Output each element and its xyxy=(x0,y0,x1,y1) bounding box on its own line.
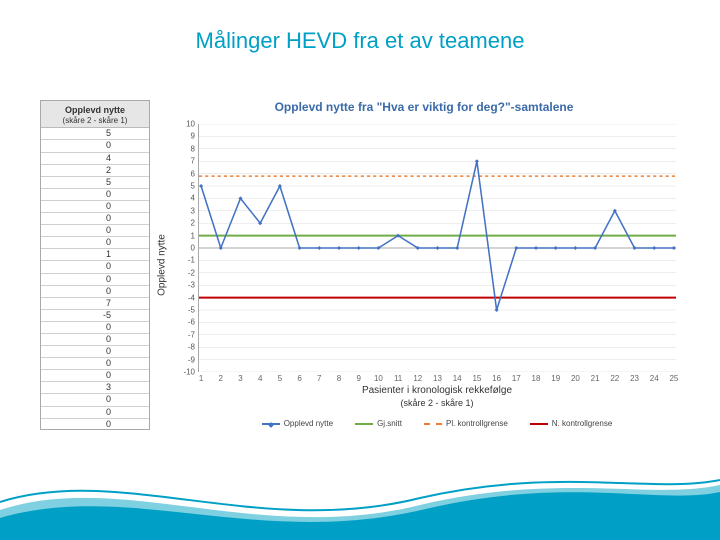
x-tick: 18 xyxy=(532,374,541,383)
table-row: 0 xyxy=(41,189,149,201)
plot-area: -10-9-8-7-6-5-4-3-2-10123456789101234567… xyxy=(198,124,676,372)
y-tick: 5 xyxy=(177,182,195,191)
x-tick: 15 xyxy=(472,374,481,383)
x-tick: 6 xyxy=(297,374,301,383)
content: Opplevd nytte (skåre 2 - skåre 1) 504250… xyxy=(40,100,680,430)
y-tick: 10 xyxy=(177,120,195,129)
table-row: 5 xyxy=(41,128,149,140)
x-tick: 9 xyxy=(356,374,360,383)
x-tick: 17 xyxy=(512,374,521,383)
table-row: 1 xyxy=(41,249,149,261)
plot-svg xyxy=(199,124,676,372)
page-title: Målinger HEVD fra et av teamene xyxy=(0,0,720,64)
table-row: 0 xyxy=(41,407,149,419)
table-row: 0 xyxy=(41,346,149,358)
y-tick: -2 xyxy=(177,268,195,277)
x-tick: 24 xyxy=(650,374,659,383)
y-tick: 0 xyxy=(177,244,195,253)
x-tick: 20 xyxy=(571,374,580,383)
x-axis-sublabel: (skåre 2 - skåre 1) xyxy=(198,398,676,408)
x-tick: 12 xyxy=(413,374,422,383)
table-row: 0 xyxy=(41,225,149,237)
chart: Opplevd nytte fra "Hva er viktig for deg… xyxy=(168,100,680,430)
y-tick: 8 xyxy=(177,144,195,153)
y-tick: 9 xyxy=(177,132,195,141)
x-tick: 7 xyxy=(317,374,321,383)
x-tick: 14 xyxy=(453,374,462,383)
legend-item-line: Opplevd nytte xyxy=(262,419,333,428)
table-row: 0 xyxy=(41,261,149,273)
table-row: 0 xyxy=(41,334,149,346)
table-header-text: Opplevd nytte xyxy=(65,105,125,115)
legend: Opplevd nytte Gj.snitt Pl. kontrollgrens… xyxy=(198,419,676,428)
table-row: 3 xyxy=(41,382,149,394)
table-row: 0 xyxy=(41,358,149,370)
x-tick: 5 xyxy=(278,374,282,383)
table-rows: 504250000010007-5000003000 xyxy=(41,128,149,429)
y-tick: 1 xyxy=(177,231,195,240)
table-row: 7 xyxy=(41,298,149,310)
y-tick: -7 xyxy=(177,330,195,339)
x-tick: 10 xyxy=(374,374,383,383)
y-tick: -9 xyxy=(177,355,195,364)
y-tick: -4 xyxy=(177,293,195,302)
y-tick: 6 xyxy=(177,169,195,178)
x-tick: 13 xyxy=(433,374,442,383)
table-row: 0 xyxy=(41,237,149,249)
x-tick: 3 xyxy=(238,374,242,383)
table-row: 0 xyxy=(41,370,149,382)
x-tick: 8 xyxy=(337,374,341,383)
table-row: 0 xyxy=(41,201,149,213)
table-row: 0 xyxy=(41,213,149,225)
y-tick: 4 xyxy=(177,194,195,203)
y-tick: 7 xyxy=(177,157,195,166)
x-tick: 19 xyxy=(551,374,560,383)
y-tick: -6 xyxy=(177,318,195,327)
y-tick: -1 xyxy=(177,256,195,265)
x-tick: 25 xyxy=(669,374,678,383)
x-axis-label: Pasienter i kronologisk rekkefølge xyxy=(198,385,676,396)
y-tick: 2 xyxy=(177,219,195,228)
legend-item-lower: N. kontrollgrense xyxy=(530,419,612,428)
table-row: 0 xyxy=(41,274,149,286)
table-row: 0 xyxy=(41,286,149,298)
legend-label-line: Opplevd nytte xyxy=(284,419,333,428)
y-tick: -5 xyxy=(177,306,195,315)
chart-title: Opplevd nytte fra "Hva er viktig for deg… xyxy=(168,100,680,114)
legend-swatch-mean xyxy=(355,423,373,425)
legend-item-mean: Gj.snitt xyxy=(355,419,402,428)
x-tick: 2 xyxy=(219,374,223,383)
wave-decoration xyxy=(0,450,720,540)
legend-swatch-upper xyxy=(424,423,442,425)
legend-label-lower: N. kontrollgrense xyxy=(552,419,612,428)
y-tick: 3 xyxy=(177,206,195,215)
y-tick: -8 xyxy=(177,343,195,352)
table-row: -5 xyxy=(41,310,149,322)
table-header: Opplevd nytte (skåre 2 - skåre 1) xyxy=(41,101,149,128)
table-row: 0 xyxy=(41,322,149,334)
x-tick: 4 xyxy=(258,374,262,383)
table-row: 4 xyxy=(41,153,149,165)
legend-swatch-line xyxy=(262,423,280,425)
legend-swatch-lower xyxy=(530,423,548,425)
legend-label-upper: Pl. kontrollgrense xyxy=(446,419,508,428)
x-tick: 16 xyxy=(492,374,501,383)
value-table: Opplevd nytte (skåre 2 - skåre 1) 504250… xyxy=(40,100,150,430)
x-tick: 23 xyxy=(630,374,639,383)
legend-item-upper: Pl. kontrollgrense xyxy=(424,419,508,428)
x-tick: 21 xyxy=(591,374,600,383)
y-axis-label: Opplevd nytte xyxy=(157,234,168,296)
x-tick: 1 xyxy=(199,374,203,383)
y-tick: -3 xyxy=(177,281,195,290)
y-tick: -10 xyxy=(177,368,195,377)
legend-label-mean: Gj.snitt xyxy=(377,419,402,428)
table-row: 5 xyxy=(41,177,149,189)
table-row: 0 xyxy=(41,394,149,406)
table-subheader: (skåre 2 - skåre 1) xyxy=(43,116,147,126)
table-row: 2 xyxy=(41,165,149,177)
x-tick: 22 xyxy=(610,374,619,383)
table-row: 0 xyxy=(41,419,149,430)
table-row: 0 xyxy=(41,140,149,152)
x-tick: 11 xyxy=(394,374,402,383)
